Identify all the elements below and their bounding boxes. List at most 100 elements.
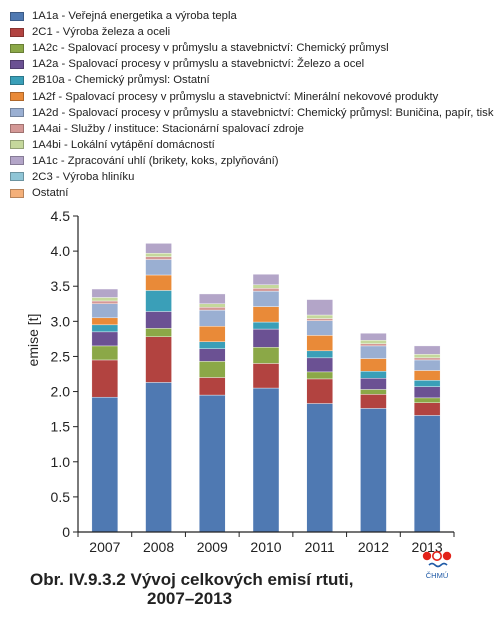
legend-item: 1A2a - Spalovací procesy v průmyslu a st… (10, 56, 493, 72)
y-tick-label: 0 (62, 524, 70, 540)
bar-segment (145, 336, 172, 383)
legend-item: 1A2f - Spalovací procesy v průmyslu a st… (10, 88, 493, 104)
bar-segment (145, 328, 172, 337)
legend-label: 1A2a - Spalovací procesy v průmyslu a st… (32, 58, 365, 71)
bar-segment (360, 378, 387, 390)
legend-swatch (10, 59, 24, 69)
legend-item: 2C3 - Výroba hliníku (10, 169, 493, 185)
chmu-logo: ČHMÚ (422, 551, 452, 580)
bar-segment (413, 386, 441, 399)
legend-item: 1A1a - Veřejná energetika a výroba tepla (10, 8, 493, 24)
y-tick-label: 4.0 (51, 243, 71, 259)
x-tick-label: 2010 (250, 539, 281, 555)
x-tick-label: 2011 (305, 539, 335, 555)
figure-caption: Obr. IV.9.3.2 Vývoj celkových emisí rtut… (30, 570, 354, 608)
legend-swatch (10, 108, 24, 118)
bar-segment (306, 318, 333, 321)
bar-segment (252, 363, 280, 389)
legend-swatch (10, 140, 24, 150)
logo-wave (428, 562, 448, 568)
bar-segment (91, 303, 119, 319)
bar-segment (413, 359, 441, 371)
bar-segment (306, 371, 333, 380)
legend-swatch (10, 92, 24, 102)
legend-label: 1A1c - Zpracování uhlí (brikety, koks, z… (32, 154, 279, 167)
figure-number: Obr. IV.9.3.2 (30, 570, 126, 589)
bar-segment (360, 389, 387, 395)
stacked-bar-chart: 2007 2008 2009 2010 2011 2012 2013 0 0.5 1.0 1.5 2.… (25, 208, 455, 555)
figure-title-line1: Vývoj celkových emisí rtuti, (130, 570, 354, 589)
bar-segment (360, 333, 387, 341)
bar-segment (252, 321, 280, 330)
bar-segment (252, 288, 280, 292)
bar-segment (145, 274, 172, 291)
bar-segment (91, 317, 119, 326)
bar-segment (413, 380, 441, 387)
bar-segment (199, 326, 226, 342)
legend-label: 1A2d - Spalovací procesy v průmyslu a st… (32, 106, 494, 119)
bar-segment (306, 314, 333, 319)
bar-segment (360, 394, 387, 409)
legend-label: 2C3 - Výroba hliníku (32, 170, 135, 183)
figure-title-line2: 2007–2013 (147, 589, 233, 608)
bar-segment (91, 288, 119, 298)
bar-segment (306, 350, 333, 359)
bar-segment (306, 403, 333, 533)
x-tick-label: 2013 (412, 539, 443, 555)
axes-layer: 2007 2008 2009 2010 2011 2012 2013 0 0.5 1.0 1.5 2.… (51, 208, 455, 555)
legend-label: 2B10a - Chemický průmysl: Ostatní (32, 74, 210, 87)
bar-segment (145, 256, 172, 260)
y-tick-label: 0.5 (51, 489, 71, 505)
legend-swatch (10, 43, 24, 53)
bar-segment (199, 293, 226, 304)
legend-label: 1A2c - Spalovací procesy v průmyslu a st… (32, 42, 389, 55)
legend-swatch (10, 75, 24, 85)
bar-segment (91, 324, 119, 333)
bar-segment (145, 290, 172, 312)
y-tick-label: 1.5 (51, 419, 71, 435)
legend-label: 1A1a - Veřejná energetika a výroba tepla (32, 10, 237, 23)
bar-segment (413, 397, 441, 404)
bar-segment (91, 396, 119, 533)
legend-label: 1A4ai - Služby / instituce: Stacionární … (32, 122, 304, 135)
bar-segment (199, 303, 226, 308)
y-tick-label: 1.0 (51, 454, 71, 470)
bar-segment (199, 394, 226, 533)
bar-segment (360, 343, 387, 347)
legend-item: 1A4bi - Lokální vytápění domácností (10, 137, 493, 153)
legend-swatch (10, 172, 24, 182)
bar-segment (199, 348, 226, 362)
bar-segment (145, 382, 172, 533)
bar-segment (306, 299, 333, 316)
legend-item: 2B10a - Chemický průmysl: Ostatní (10, 72, 493, 88)
bar-segment (145, 243, 172, 254)
bar-segment (252, 274, 280, 286)
bar-segment (91, 359, 119, 398)
bar-segment (199, 307, 226, 311)
bar-segment (252, 290, 280, 307)
y-tick-label: 4.5 (51, 208, 71, 224)
bar-segment (145, 253, 172, 257)
legend-label: 2C1 - Výroba železa a oceli (32, 26, 171, 39)
bars-layer (91, 243, 441, 533)
bar-segment (413, 345, 441, 355)
legend-item: 1A2c - Spalovací procesy v průmyslu a st… (10, 40, 493, 56)
bar-segment (360, 358, 387, 372)
y-tick-label: 2.5 (51, 348, 71, 364)
bar-segment (199, 341, 226, 349)
bar-segment (199, 377, 226, 396)
bar-segment (360, 340, 387, 344)
bar-segment (306, 357, 333, 373)
logo-text: ČHMÚ (426, 571, 449, 580)
bar-segment (91, 345, 119, 361)
bar-segment (413, 402, 441, 416)
legend-item: Ostatní (10, 185, 493, 201)
bar-segment (252, 306, 280, 323)
legend-swatch (10, 27, 24, 37)
bar-segment (413, 357, 441, 361)
y-tick-label: 2.0 (51, 384, 71, 400)
legend-swatch (10, 11, 24, 21)
bar-segment (91, 300, 119, 304)
bar-segment (91, 297, 119, 302)
x-tick-label: 2008 (143, 539, 174, 555)
